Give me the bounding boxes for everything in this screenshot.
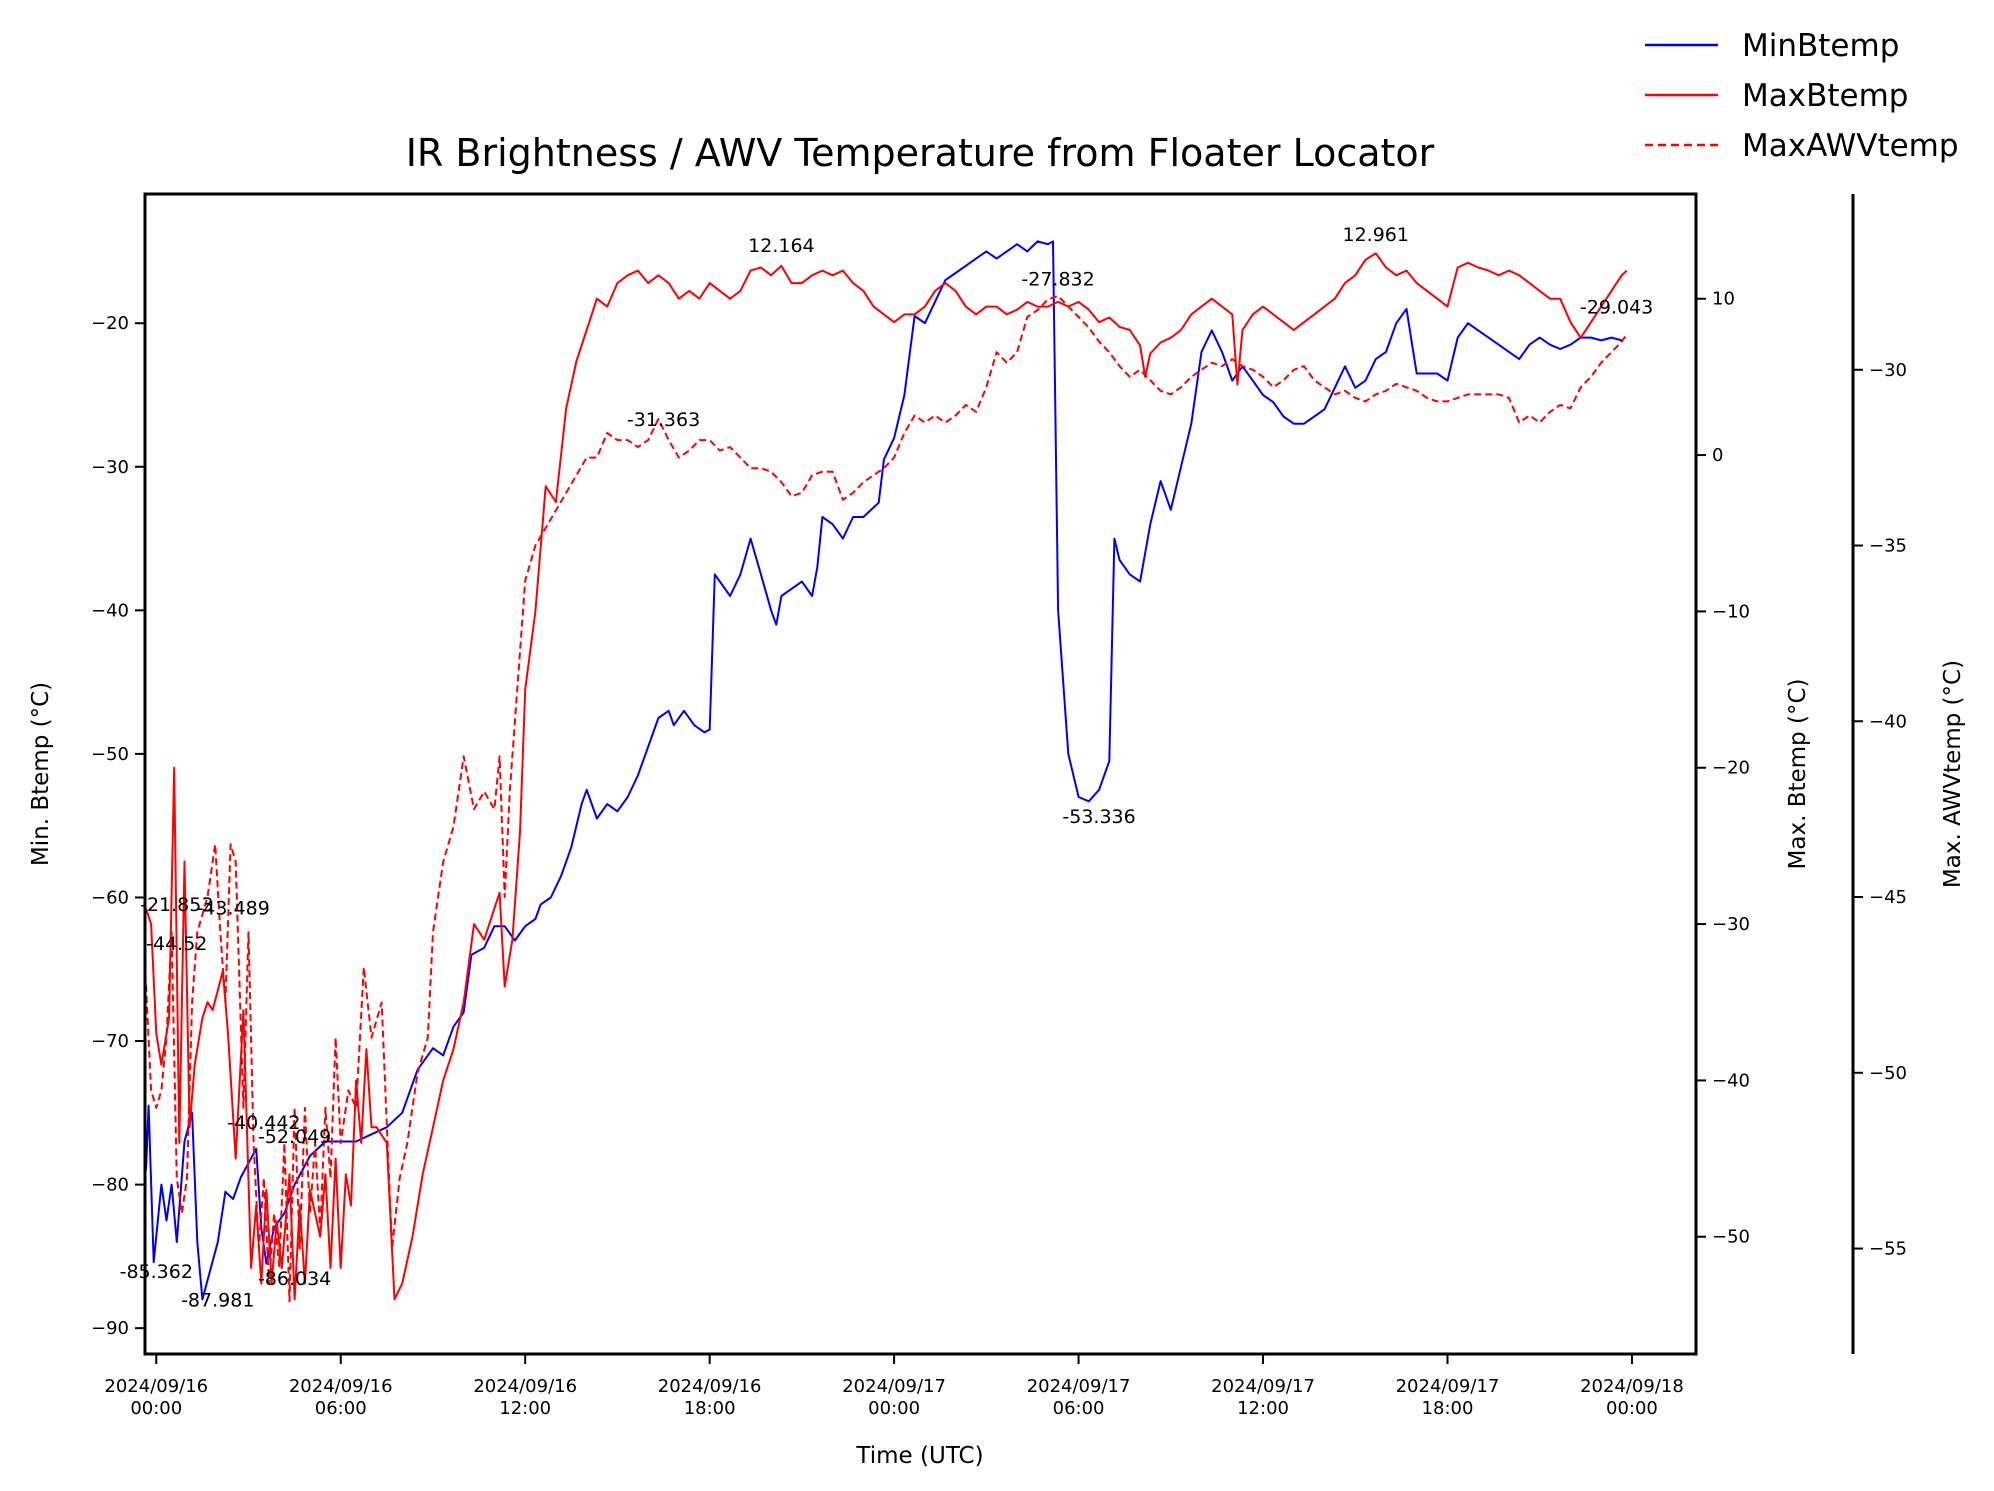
x-tick-time: 12:00 [1237, 1398, 1289, 1419]
annotation-label: -40.442 [227, 1112, 300, 1134]
x-tick-time: 00:00 [130, 1398, 182, 1419]
x-tick-date: 2024/09/16 [104, 1376, 208, 1397]
left-y-tick-label: −60 [91, 887, 129, 908]
left-y-tick-label: −20 [91, 313, 129, 334]
right2-y-tick-label: −55 [1869, 1239, 1907, 1260]
right1-y-tick-label: −20 [1712, 758, 1750, 779]
x-tick-date: 2024/09/17 [1027, 1376, 1131, 1397]
series-line-maxawvtemp [145, 294, 1628, 1303]
annotation-label: -52.049 [258, 1126, 331, 1148]
right1-y-tick-label: 0 [1712, 445, 1723, 466]
annotation-label: -44.52 [146, 933, 207, 955]
annotation-label: -53.336 [1062, 806, 1135, 828]
annotation-layer: -21.853-43.489 -44.52 -40.442-52.049 -85.36… [120, 224, 1654, 1312]
right2-y-tick-label: −40 [1869, 711, 1907, 732]
left-y-tick-label: −40 [91, 600, 129, 621]
x-tick-time: 18:00 [1422, 1398, 1474, 1419]
annotation-label: -87.981 [181, 1290, 254, 1312]
right1-y-tick-label: 10 [1712, 289, 1735, 310]
legend-label-maxbtemp: MaxBtemp [1742, 78, 1908, 114]
series-line-minbtemp [145, 240, 1622, 1301]
x-tick-time: 18:00 [684, 1398, 736, 1419]
x-tick-date: 2024/09/16 [473, 1376, 577, 1397]
annotation-label: -31.363 [627, 409, 700, 431]
x-tick-date: 2024/09/17 [1396, 1376, 1500, 1397]
right1-y-tick-label: −30 [1712, 914, 1750, 935]
left-y-tick-label: −70 [91, 1031, 129, 1052]
x-tick-label: 2024/09/17 18:00 [1396, 1376, 1500, 1419]
x-tick-date: 2024/09/16 [289, 1376, 393, 1397]
x-tick-date: 2024/09/17 [1211, 1376, 1315, 1397]
x-tick-date: 2024/09/17 [842, 1376, 946, 1397]
annotation-label: -29.043 [1580, 297, 1653, 319]
x-tick-label: 2024/09/16 00:00 [104, 1376, 208, 1419]
right2-y-tick-label: −45 [1869, 887, 1907, 908]
left-y-tick-label: −50 [91, 744, 129, 765]
x-tick-time: 12:00 [499, 1398, 551, 1419]
y-axis-label-max-btemp: Max. Btemp (°C) [1785, 679, 1811, 870]
x-tick-date: 2024/09/18 [1580, 1376, 1684, 1397]
x-tick-date: 2024/09/16 [658, 1376, 762, 1397]
x-tick-time: 06:00 [1053, 1398, 1105, 1419]
legend-label-minbtemp: MinBtemp [1742, 28, 1899, 64]
x-tick-time: 00:00 [1606, 1398, 1658, 1419]
x-tick-label: 2024/09/17 12:00 [1211, 1376, 1315, 1419]
right1-y-tick-label: −40 [1712, 1070, 1750, 1091]
x-axis-label: Time (UTC) [855, 1443, 983, 1469]
left-y-tick-label: −90 [91, 1318, 129, 1339]
legend-label-maxawvtemp: MaxAWVtemp [1742, 128, 1959, 164]
annotation-label: 12.164 [748, 235, 814, 257]
right2-y-tick-label: −50 [1869, 1063, 1907, 1084]
x-tick-label: 2024/09/16 06:00 [289, 1376, 393, 1419]
annotation-label: -43.489 [196, 898, 269, 920]
x-tick-label: 2024/09/18 00:00 [1580, 1376, 1684, 1419]
right2-y-tick-label: −35 [1869, 536, 1907, 557]
series-layer [145, 240, 1628, 1303]
chart-title: IR Brightness / AWV Temperature from Flo… [406, 131, 1435, 175]
annotation-label: -85.362 [120, 1261, 193, 1283]
x-tick-label: 2024/09/16 18:00 [658, 1376, 762, 1419]
x-tick-label: 2024/09/17 00:00 [842, 1376, 946, 1419]
x-tick-time: 06:00 [315, 1398, 367, 1419]
right1-y-tick-label: −10 [1712, 601, 1750, 622]
y-axis-label-min-btemp: Min. Btemp (°C) [28, 682, 54, 866]
annotation-label: -27.832 [1021, 268, 1094, 290]
right1-y-tick-label: −50 [1712, 1227, 1750, 1248]
left-y-tick-label: −30 [91, 457, 129, 478]
x-tick-time: 00:00 [868, 1398, 920, 1419]
left-y-tick-label: −80 [91, 1175, 129, 1196]
annotation-label: 12.961 [1343, 224, 1409, 246]
x-tick-label: 2024/09/17 06:00 [1027, 1376, 1131, 1419]
y-axis-label-max-awvtemp: Max. AWVtemp (°C) [1940, 660, 1966, 888]
annotation-label: -21.853 [140, 894, 213, 916]
right2-y-tick-label: −30 [1869, 360, 1907, 381]
legend: MinBtemp MaxBtemp MaxAWVtemp [1645, 28, 1959, 164]
annotation-label: -86.034 [258, 1268, 331, 1290]
plot-frame [143, 192, 1698, 1356]
x-tick-label: 2024/09/16 12:00 [473, 1376, 577, 1419]
